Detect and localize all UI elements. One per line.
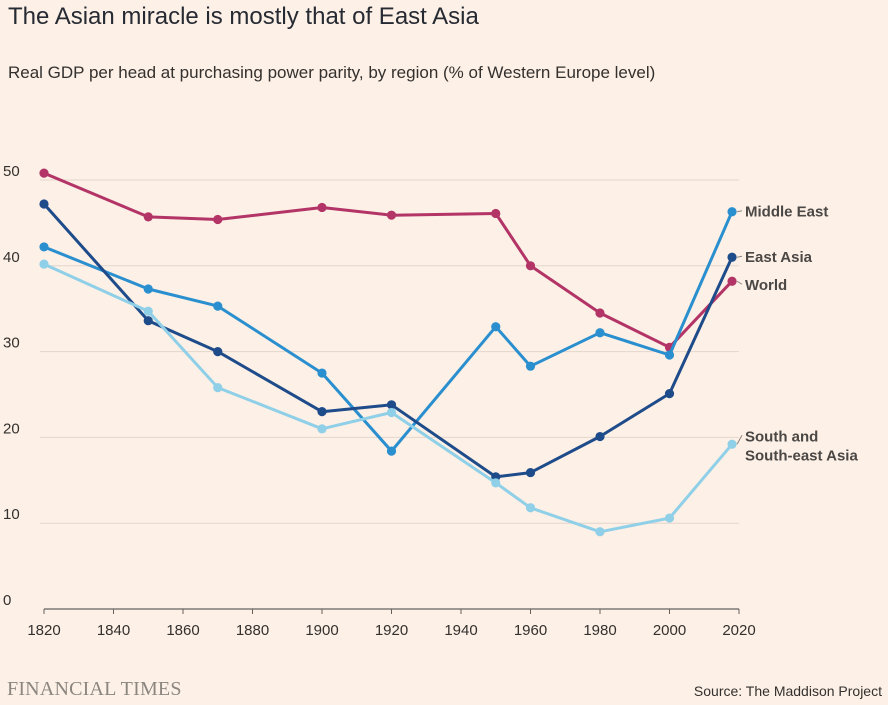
data-point — [39, 199, 49, 209]
data-point — [525, 503, 536, 513]
data-point — [317, 202, 327, 213]
x-tick-label: 1840 — [97, 622, 130, 639]
series-label: Middle East — [745, 204, 828, 221]
data-point — [664, 513, 675, 523]
y-tick-label: 0 — [3, 592, 11, 609]
data-point — [213, 214, 223, 225]
data-point — [143, 212, 153, 222]
y-tick-label: 50 — [3, 163, 20, 180]
data-point — [317, 407, 327, 417]
data-point — [213, 383, 223, 393]
data-point — [727, 207, 737, 217]
data-point — [525, 261, 536, 271]
chart-subtitle: Real GDP per head at purchasing power pa… — [8, 63, 656, 82]
chart-title: The Asian miracle is mostly that of East… — [8, 3, 479, 30]
data-point — [39, 242, 49, 252]
data-point — [386, 446, 397, 456]
data-point — [595, 328, 605, 338]
series-label: World — [745, 277, 787, 294]
x-tick-label: 2000 — [653, 622, 686, 639]
x-tick-label: 2020 — [722, 622, 755, 639]
x-tick-label: 1940 — [444, 622, 477, 639]
data-point — [595, 431, 605, 442]
x-tick-label: 1980 — [583, 622, 616, 639]
data-point — [491, 478, 501, 488]
data-point — [525, 361, 536, 371]
data-point — [595, 308, 605, 318]
data-point — [491, 322, 501, 332]
y-tick-label: 20 — [3, 420, 20, 437]
data-point — [143, 306, 153, 316]
x-tick-label: 1880 — [236, 622, 269, 639]
data-point — [727, 252, 737, 262]
x-tick-label: 1960 — [514, 622, 547, 639]
data-point — [317, 368, 327, 378]
data-point — [727, 276, 737, 286]
source-note: Source: The Maddison Project — [693, 683, 882, 699]
label-leader — [736, 280, 743, 285]
data-point — [386, 210, 397, 220]
data-point — [595, 527, 605, 537]
label-leader — [736, 435, 743, 445]
data-point — [525, 467, 536, 478]
x-tick-label: 1860 — [166, 622, 199, 639]
data-point — [213, 347, 223, 357]
data-point — [143, 284, 153, 294]
x-tick-label: 1820 — [27, 622, 60, 639]
series-label: South-east Asia — [745, 447, 858, 464]
x-tick-label: 1920 — [375, 622, 408, 639]
data-point — [664, 389, 675, 399]
x-tick-label: 1900 — [305, 622, 338, 639]
y-tick-label: 10 — [3, 506, 20, 523]
series-line — [42, 210, 734, 453]
data-point — [143, 316, 153, 326]
series-label: South and — [745, 428, 818, 445]
publisher-brand: FINANCIAL TIMES — [7, 678, 182, 700]
data-point — [727, 439, 737, 449]
series-line — [42, 202, 734, 479]
series-line — [42, 262, 734, 534]
y-tick-label: 30 — [3, 335, 20, 352]
series-label: East Asia — [745, 249, 813, 266]
y-tick-label: 40 — [3, 249, 20, 266]
data-point — [664, 350, 675, 360]
data-point — [386, 407, 397, 418]
data-point — [491, 208, 501, 219]
data-point — [39, 259, 49, 269]
data-point — [213, 301, 223, 311]
series-line — [42, 171, 734, 349]
label-leader — [736, 210, 743, 213]
data-point — [317, 424, 327, 434]
data-point — [386, 400, 397, 410]
data-point — [39, 168, 49, 178]
label-leader — [736, 255, 743, 258]
